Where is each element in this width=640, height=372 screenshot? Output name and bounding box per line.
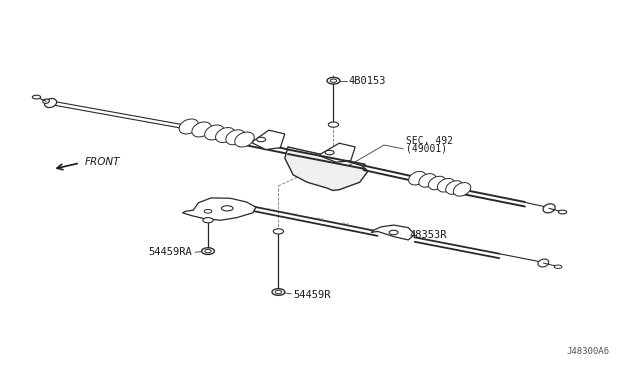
Ellipse shape bbox=[272, 289, 285, 295]
Text: 4B0153: 4B0153 bbox=[349, 76, 387, 86]
Text: J48300A6: J48300A6 bbox=[566, 347, 609, 356]
Ellipse shape bbox=[445, 181, 463, 194]
Polygon shape bbox=[371, 225, 415, 240]
Ellipse shape bbox=[203, 218, 213, 223]
Ellipse shape bbox=[389, 230, 398, 235]
Ellipse shape bbox=[202, 248, 214, 254]
Ellipse shape bbox=[428, 176, 446, 190]
Ellipse shape bbox=[179, 119, 198, 134]
Ellipse shape bbox=[538, 259, 548, 267]
Text: 54459R: 54459R bbox=[293, 290, 331, 299]
Ellipse shape bbox=[327, 77, 340, 84]
Ellipse shape bbox=[273, 229, 284, 234]
Text: 54459RA: 54459RA bbox=[148, 247, 192, 257]
Ellipse shape bbox=[204, 209, 212, 213]
Ellipse shape bbox=[257, 137, 266, 142]
Ellipse shape bbox=[275, 290, 282, 294]
Ellipse shape bbox=[453, 183, 471, 196]
Ellipse shape bbox=[330, 79, 337, 83]
Ellipse shape bbox=[216, 128, 235, 142]
Text: 48353R: 48353R bbox=[410, 230, 447, 240]
Text: FRONT: FRONT bbox=[84, 157, 120, 167]
Ellipse shape bbox=[554, 265, 562, 269]
Polygon shape bbox=[320, 143, 355, 162]
Ellipse shape bbox=[328, 122, 339, 127]
Ellipse shape bbox=[408, 171, 426, 185]
Ellipse shape bbox=[221, 206, 233, 211]
Text: SEC. 492: SEC. 492 bbox=[406, 136, 453, 146]
Ellipse shape bbox=[43, 99, 49, 103]
Ellipse shape bbox=[543, 204, 555, 213]
Ellipse shape bbox=[235, 132, 254, 147]
Polygon shape bbox=[182, 198, 256, 220]
Ellipse shape bbox=[419, 174, 436, 187]
Ellipse shape bbox=[192, 122, 211, 137]
Ellipse shape bbox=[558, 210, 567, 214]
Ellipse shape bbox=[226, 130, 245, 145]
Polygon shape bbox=[285, 147, 368, 190]
Ellipse shape bbox=[205, 249, 211, 253]
Ellipse shape bbox=[205, 125, 224, 140]
Polygon shape bbox=[253, 130, 285, 150]
Ellipse shape bbox=[437, 179, 455, 192]
Ellipse shape bbox=[325, 150, 334, 155]
Text: (49001): (49001) bbox=[406, 143, 447, 153]
Ellipse shape bbox=[33, 95, 41, 99]
Ellipse shape bbox=[45, 99, 56, 108]
